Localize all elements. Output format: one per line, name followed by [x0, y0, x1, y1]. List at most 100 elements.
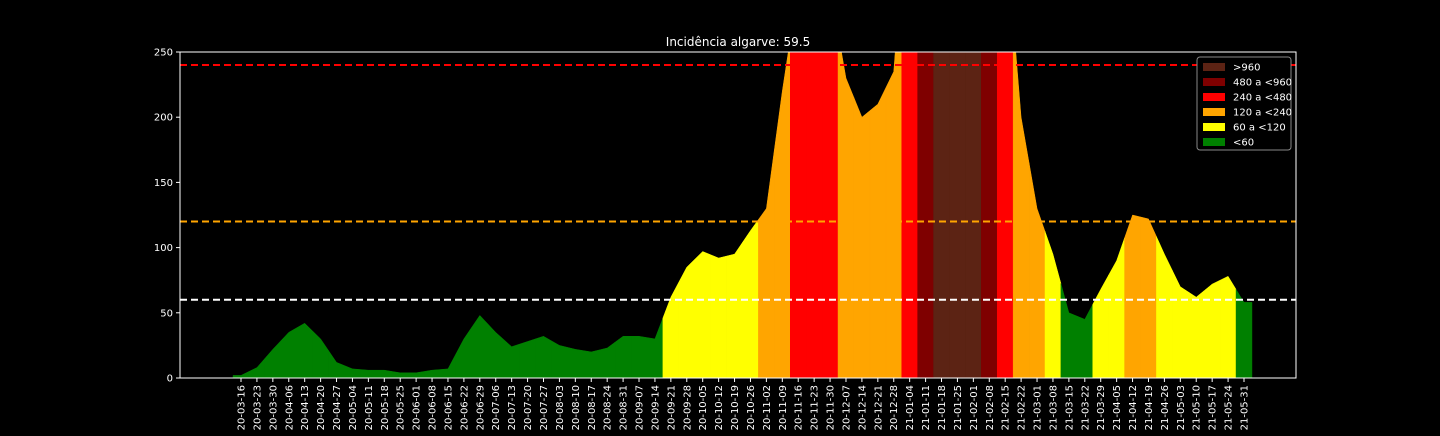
x-tick-label: 20-04-20	[316, 385, 327, 430]
x-tick-label: 20-09-28	[682, 385, 693, 430]
axes-frame	[179, 51, 1297, 379]
area-segment	[1219, 275, 1237, 378]
x-tick-label: 20-04-27	[332, 385, 343, 430]
area-segment	[758, 149, 775, 378]
area-segment	[837, 52, 855, 378]
area-segment	[344, 365, 361, 378]
legend-swatch	[1203, 78, 1225, 86]
x-tick-label: 20-12-07	[841, 385, 852, 430]
area-segment	[742, 218, 759, 378]
x-tick-label: 20-08-17	[587, 385, 598, 430]
x-tick-label: 20-08-24	[603, 385, 614, 430]
x-tick-label: 20-10-26	[746, 385, 757, 430]
area-segment	[376, 369, 393, 378]
y-tick-label: 50	[160, 308, 173, 319]
area-segment	[264, 340, 282, 378]
x-tick-label: 21-04-05	[1112, 385, 1123, 430]
area-segment	[1044, 231, 1062, 378]
area-segment	[280, 327, 297, 378]
area-segment	[535, 335, 552, 378]
legend-label: <60	[1233, 138, 1254, 149]
area-segment	[1028, 162, 1046, 378]
y-tick-label: 100	[154, 243, 173, 254]
x-tick-label: 20-04-13	[300, 385, 311, 430]
x-tick-label: 20-11-16	[794, 385, 805, 430]
x-tick-label: 20-11-30	[826, 385, 837, 430]
area-segment	[805, 52, 823, 378]
x-tick-label: 21-02-08	[985, 385, 996, 430]
legend-label: >960	[1233, 63, 1260, 74]
y-tick-label: 0	[167, 374, 173, 385]
x-tick-label: 21-01-11	[921, 385, 932, 430]
x-tick-label: 21-03-29	[1096, 385, 1107, 430]
legend-swatch	[1203, 63, 1225, 71]
y-tick-label: 150	[154, 178, 173, 189]
area-segment	[821, 52, 839, 378]
area-segment	[933, 52, 950, 378]
x-tick-label: 20-10-05	[698, 385, 709, 430]
x-tick-label: 21-05-17	[1208, 385, 1219, 430]
x-tick-label: 20-12-21	[873, 385, 884, 430]
x-tick-label: 21-01-25	[953, 385, 964, 430]
area-segment	[519, 338, 536, 378]
plot-area	[180, 52, 1296, 378]
legend-label: 480 a <960	[1233, 78, 1292, 89]
x-tick-label: 21-04-19	[1144, 385, 1155, 430]
area-segment	[630, 336, 648, 378]
x-tick-label: 20-05-18	[380, 385, 391, 430]
x-tick-label: 21-04-26	[1160, 385, 1171, 430]
x-tick-label: 20-03-23	[252, 385, 263, 430]
area-segment	[503, 338, 520, 378]
legend-swatch	[1203, 138, 1225, 146]
area-segment	[1156, 236, 1173, 378]
area-segment	[1188, 290, 1205, 378]
x-tick-label: 20-07-20	[523, 385, 534, 430]
legend-swatch	[1203, 93, 1225, 101]
y-tick-label: 200	[154, 113, 173, 124]
x-tick-label: 20-06-15	[443, 385, 454, 430]
area-segment	[694, 251, 711, 378]
x-tick-label: 20-06-29	[475, 385, 486, 430]
area-segment	[296, 322, 313, 378]
x-tick-label: 20-08-10	[571, 385, 582, 430]
area-segment	[965, 52, 982, 378]
x-tick-label: 20-07-06	[491, 385, 502, 430]
area-segment	[678, 258, 695, 378]
area-segment	[996, 52, 1014, 378]
area-segment	[328, 349, 345, 378]
area-segment	[1012, 52, 1030, 378]
area-segment	[1203, 279, 1221, 378]
x-tick-label: 21-05-10	[1192, 385, 1203, 430]
x-tick-label: 21-05-24	[1224, 385, 1235, 430]
area-segment	[1076, 304, 1094, 378]
area-segment	[232, 371, 250, 378]
area-segment	[598, 341, 616, 378]
area-segment	[1140, 216, 1157, 378]
x-tick-label: 20-05-11	[364, 385, 375, 430]
legend-swatch	[1203, 108, 1225, 116]
area-segment	[885, 52, 902, 378]
area-segment	[583, 349, 600, 378]
x-tick-label: 21-04-12	[1128, 385, 1139, 430]
area-segment	[901, 52, 918, 378]
x-tick-label: 20-03-30	[268, 385, 279, 430]
x-tick-label: 20-07-27	[539, 385, 550, 430]
x-tick-label: 20-09-07	[635, 385, 646, 430]
x-tick-label: 20-08-31	[619, 385, 630, 430]
area-segment	[1124, 214, 1141, 378]
area-segment	[439, 353, 457, 378]
legend-swatch	[1203, 123, 1225, 131]
x-tick-label: 20-11-09	[778, 385, 789, 430]
x-tick-label: 20-09-21	[666, 385, 677, 430]
area-segment	[1235, 288, 1253, 378]
area-segment	[423, 369, 441, 378]
x-tick-label: 20-04-06	[284, 385, 295, 430]
area-segment	[917, 52, 934, 378]
x-tick-label: 20-12-28	[889, 385, 900, 430]
x-tick-label: 21-01-18	[937, 385, 948, 430]
x-tick-label: 20-07-13	[507, 385, 518, 430]
legend-label: 240 a <480	[1233, 93, 1292, 104]
area-segment	[487, 323, 504, 378]
area-segment	[1108, 237, 1125, 378]
x-tick-label: 20-11-02	[762, 385, 773, 430]
